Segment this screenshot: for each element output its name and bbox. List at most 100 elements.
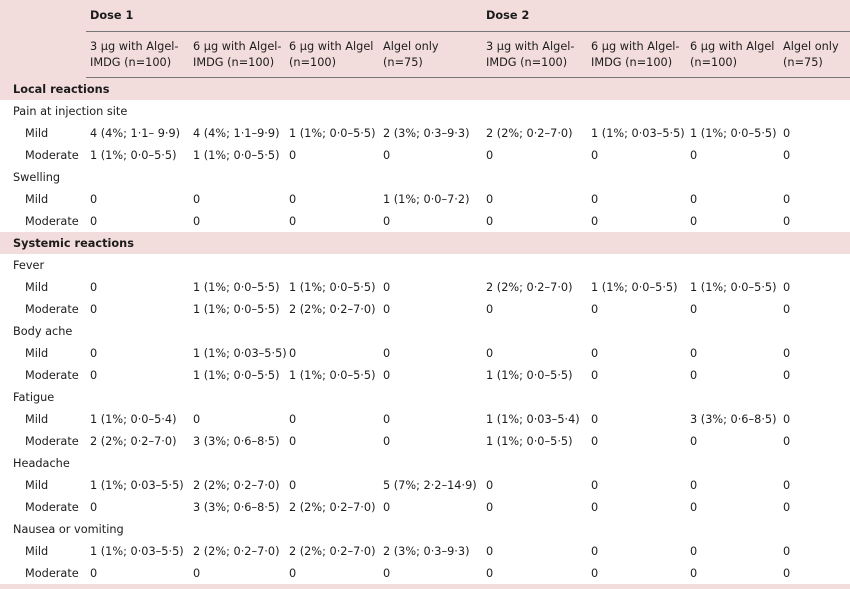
table-row: Moderate 2 (2%; 0·2–7·0) 3 (3%; 0·6–8·5) 0 0… [0, 430, 850, 452]
table-cell: 0 [189, 408, 285, 430]
table-cell: 0 [285, 408, 379, 430]
table-cell: 0 [379, 562, 483, 584]
group-header-line: 3 µg with Algel- [90, 39, 179, 53]
severity-label: Mild [0, 408, 86, 430]
group-header-3: 6 µg with Algel (n=100) [285, 31, 379, 78]
section-header-row: Systemic reactions [0, 232, 850, 254]
table-cell: 0 [779, 188, 850, 210]
table-cell: 0 [779, 342, 850, 364]
table-cell: 1 (1%; 0·03–5·4) [482, 408, 588, 430]
reaction-name: Nausea or vomiting [0, 518, 850, 540]
severity-label: Mild [0, 474, 86, 496]
table-cell: 1 (1%; 0·0–5·5) [482, 364, 588, 386]
group-header-4: Algel only (n=75) [379, 31, 483, 78]
table-cell: 2 (2%; 0·2–7·0) [189, 540, 285, 562]
table-cell: 0 [379, 496, 483, 518]
table-cell: 0 [482, 298, 588, 320]
table-cell: 0 [285, 474, 379, 496]
group-header-line: (n=75) [383, 55, 423, 69]
table-cell: 0 [86, 210, 189, 232]
table-cell: 0 [686, 188, 780, 210]
group-header-line: 6 µg with Algel [289, 39, 374, 53]
severity-label: Moderate [0, 496, 86, 518]
severity-label: Mild [0, 122, 86, 144]
table-cell: 2 (2%; 0·2–7·0) [285, 540, 379, 562]
table-cell: 1 (1%; 0·03–5·5) [587, 122, 687, 144]
section-title: Systemic reactions [0, 232, 850, 254]
group-header-8: Algel only (n=75) [779, 31, 850, 78]
table-cell: 1 (1%; 0·0–5·5) [285, 364, 379, 386]
group-header-2: 6 µg with Algel- IMDG (n=100) [189, 31, 285, 78]
table-cell: 0 [587, 364, 687, 386]
reaction-group-row: Body ache [0, 320, 850, 342]
table-row: Mild 4 (4%; 1·1– 9·9) 4 (4%; 1·1–9·9) 1 (1%… [0, 122, 850, 144]
table-cell: 0 [482, 474, 588, 496]
table-cell: 0 [587, 430, 687, 452]
group-header-line: IMDG (n=100) [193, 55, 275, 69]
table-cell: 0 [779, 144, 850, 166]
table-cell: 0 [587, 342, 687, 364]
table-cell: 0 [86, 298, 189, 320]
table-row: Moderate 0 1 (1%; 0·0–5·5) 2 (2%; 0·2–7·0) 0… [0, 298, 850, 320]
table-cell: 0 [379, 144, 483, 166]
group-header-line: Algel only [783, 39, 839, 53]
table-cell: 0 [285, 562, 379, 584]
table-cell: 0 [779, 540, 850, 562]
table-cell: 0 [779, 210, 850, 232]
table-cell: 1 (1%; 0·03–5·5) [86, 540, 189, 562]
severity-label: Moderate [0, 562, 86, 584]
table-cell: 0 [482, 188, 588, 210]
table-cell: 0 [587, 562, 687, 584]
table-cell: 0 [779, 298, 850, 320]
group-header-5: 3 µg with Algel- IMDG (n=100) [482, 31, 588, 78]
table-cell: 0 [86, 364, 189, 386]
table-cell: 0 [379, 408, 483, 430]
reaction-group-row: Headache [0, 452, 850, 474]
table-cell: 1 (1%; 0·0–5·5) [189, 144, 285, 166]
table-cell: 0 [86, 276, 189, 298]
table-cell: 0 [482, 562, 588, 584]
table-cell: 1 (1%; 0·0–5·5) [189, 276, 285, 298]
table-cell: 2 (2%; 0·2–7·0) [482, 276, 588, 298]
severity-label: Moderate [0, 364, 86, 386]
table-row: Mild 1 (1%; 0·03–5·5) 2 (2%; 0·2–7·0) 0 5 (7… [0, 474, 850, 496]
group-header-line: 6 µg with Algel- [591, 39, 680, 53]
table-cell: 0 [285, 430, 379, 452]
table-cell: 4 (4%; 1·1–9·9) [189, 122, 285, 144]
table-row: Mild 0 1 (1%; 0·0–5·5) 1 (1%; 0·0–5·5) 0 2 (2… [0, 276, 850, 298]
table-cell: 0 [86, 496, 189, 518]
table-cell: 0 [189, 562, 285, 584]
group-header-line: IMDG (n=100) [591, 55, 673, 69]
table-cell: 0 [686, 342, 780, 364]
reaction-group-row: Pain at injection site [0, 100, 850, 122]
table-cell: 0 [686, 540, 780, 562]
table-cell: 2 (3%; 0·3–9·3) [379, 540, 483, 562]
group-header-line: IMDG (n=100) [486, 55, 568, 69]
table-cell: 0 [285, 342, 379, 364]
severity-label: Moderate [0, 210, 86, 232]
table-cell: 3 (3%; 0·6–8·5) [189, 430, 285, 452]
table-cell: 0 [379, 298, 483, 320]
table-cell: 0 [779, 122, 850, 144]
table-cell: 2 (2%; 0·2–7·0) [86, 430, 189, 452]
table-cell: 0 [779, 408, 850, 430]
table-cell: 0 [285, 210, 379, 232]
table-cell: 1 (1%; 0·0–5·5) [482, 430, 588, 452]
reaction-name: Pain at injection site [0, 100, 850, 122]
table-cell: 0 [686, 364, 780, 386]
section-header-row: Local reactions [0, 77, 850, 100]
table-row: Mild 0 1 (1%; 0·03–5·5) 0 0 0 0 0 0 [0, 342, 850, 364]
reaction-group-row: Swelling [0, 166, 850, 188]
table-row: Moderate 1 (1%; 0·0–5·5) 1 (1%; 0·0–5·5) 0 0… [0, 144, 850, 166]
header-blank [0, 0, 86, 32]
table-cell: 0 [686, 144, 780, 166]
table-row: Moderate 0 0 0 0 0 0 0 0 [0, 210, 850, 232]
group-header-line: IMDG (n=100) [90, 55, 172, 69]
group-header-line: 3 µg with Algel- [486, 39, 575, 53]
table-cell: 0 [587, 210, 687, 232]
group-header-line: (n=100) [289, 55, 337, 69]
table-cell: 0 [379, 276, 483, 298]
severity-label: Mild [0, 188, 86, 210]
